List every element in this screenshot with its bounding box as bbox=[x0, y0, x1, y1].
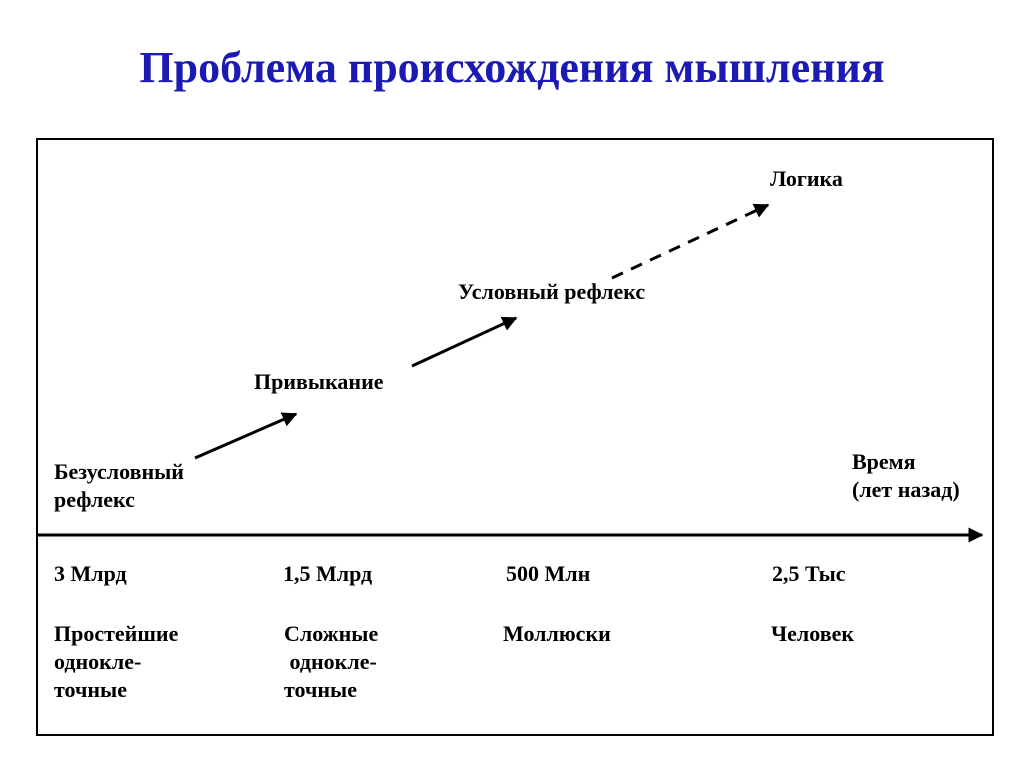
timeline-time-4: 2,5 Тыс bbox=[772, 561, 846, 586]
timeline-organism-2: Сложные однокле- точные bbox=[284, 621, 379, 702]
stage-unconditioned-reflex: Безусловный рефлекс bbox=[54, 459, 184, 512]
page-title: Проблема происхождения мышления bbox=[139, 43, 885, 92]
stage-conditioned-reflex: Условный рефлекс bbox=[458, 279, 646, 304]
arrow-habituation-to-conditioned bbox=[411, 316, 518, 368]
stage-logic: Логика bbox=[770, 166, 843, 191]
stage-habituation: Привыкание bbox=[254, 369, 384, 394]
timeline-time-1: 3 Млрд bbox=[54, 561, 127, 586]
arrow-unconditioned-to-habituation bbox=[194, 412, 298, 460]
timeline-organism-4: Человек bbox=[771, 621, 855, 646]
timeline-time-3: 500 Млн bbox=[506, 561, 591, 586]
axis-label: Время (лет назад) bbox=[852, 449, 960, 502]
diagram-frame bbox=[36, 138, 994, 736]
timeline-organism-1: Простейшие однокле- точные bbox=[54, 621, 179, 702]
arrow-conditioned-to-logic-dashed bbox=[611, 203, 770, 280]
timeline-organism-3: Моллюски bbox=[503, 621, 611, 646]
timeline-time-2: 1,5 Млрд bbox=[283, 561, 373, 586]
